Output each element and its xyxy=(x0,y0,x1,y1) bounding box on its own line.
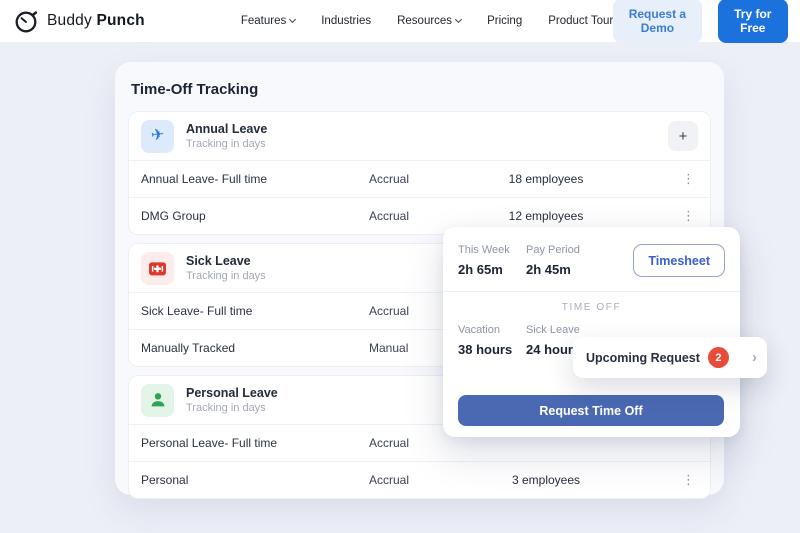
nav-label: Features xyxy=(240,15,287,27)
group-title: Annual Leave xyxy=(186,122,268,136)
hours-summary: This Week 2h 65m Pay Period 2h 45m Times… xyxy=(458,244,725,277)
table-row[interactable]: Manually Tracked Manual xyxy=(129,329,710,366)
airplane-icon: ✈ xyxy=(141,119,174,153)
leave-group-annual: ✈ Annual Leave Tracking in days + Annual… xyxy=(128,111,711,235)
first-aid-icon xyxy=(141,251,174,285)
nav-label: Pricing xyxy=(487,15,523,27)
nav-item-pricing[interactable]: Pricing xyxy=(487,15,522,27)
policy-employees: 18 employees xyxy=(508,172,584,186)
group-subtitle: Tracking in days xyxy=(186,402,266,414)
time-off-balances: Vacation 38 hours Sick Leave 24 hours xyxy=(458,324,725,357)
stat-label: This Week xyxy=(458,244,510,256)
add-policy-button[interactable]: + xyxy=(668,121,698,151)
notification-badge: 2 xyxy=(707,347,729,368)
main-nav: Features Industries Resources Pricing Pr… xyxy=(241,15,613,27)
request-time-off-button[interactable]: Request Time Off xyxy=(458,395,724,426)
group-header-personal: Personal Leave Tracking in days xyxy=(129,376,710,424)
group-header-annual: ✈ Annual Leave Tracking in days + xyxy=(129,112,710,160)
employee-widget-card: This Week 2h 65m Pay Period 2h 45m Times… xyxy=(443,227,767,437)
policy-name: Sick Leave- Full time xyxy=(141,304,253,318)
policy-name: Personal Leave- Full time xyxy=(141,436,278,450)
stat-this-week: This Week 2h 65m xyxy=(458,244,516,277)
stat-pay-period: Pay Period 2h 45m xyxy=(526,244,584,277)
policy-employees: 3 employees xyxy=(511,473,581,487)
try-for-free-button[interactable]: Try for Free xyxy=(717,0,788,43)
policy-name: DMG Group xyxy=(141,209,206,223)
upcoming-request-label: Upcoming Request xyxy=(586,350,700,365)
timesheet-button[interactable]: Timesheet xyxy=(633,244,725,277)
nav-label: Product Tour xyxy=(548,15,614,27)
chevron-right-icon: › xyxy=(752,349,757,366)
stat-value: 2h 45m xyxy=(526,262,571,277)
nav-label: Industries xyxy=(321,15,372,27)
kebab-menu-icon[interactable]: ⋮ xyxy=(682,472,695,487)
stopwatch-logo-icon xyxy=(14,8,40,34)
stat-value: 2h 65m xyxy=(458,262,503,277)
policy-type: Accrual xyxy=(369,473,410,487)
group-subtitle: Tracking in days xyxy=(186,138,266,150)
stat-value: 38 hours xyxy=(458,342,513,357)
stat-label: Sick Leave xyxy=(526,324,580,336)
site-header: Buddy Punch Features Industries Resource… xyxy=(0,0,800,43)
group-header-sick: Sick Leave Tracking in days xyxy=(129,244,710,292)
chevron-down-icon xyxy=(289,15,297,24)
table-row[interactable]: Personal Accrual 3 employees ⋮ xyxy=(129,461,710,498)
policy-name: Personal xyxy=(141,473,189,487)
policy-type: Accrual xyxy=(369,304,410,318)
nav-item-product-tour[interactable]: Product Tour xyxy=(548,15,613,27)
stat-vacation: Vacation 38 hours xyxy=(458,324,516,357)
table-row[interactable]: DMG Group Accrual 12 employees ⋮ xyxy=(129,197,710,234)
header-buttons: Request a Demo Try for Free xyxy=(613,0,790,43)
person-icon xyxy=(141,383,174,417)
stat-value: 24 hours xyxy=(526,342,581,357)
page-title: Time-Off Tracking xyxy=(131,81,259,98)
policy-employees: 12 employees xyxy=(508,209,584,223)
group-title: Sick Leave xyxy=(186,254,251,268)
stat-sick-leave: Sick Leave 24 hours xyxy=(526,324,584,357)
group-title: Personal Leave xyxy=(186,386,278,400)
group-subtitle: Tracking in days xyxy=(186,270,266,282)
policy-name: Manually Tracked xyxy=(141,341,236,355)
policy-type: Accrual xyxy=(369,209,410,223)
table-row[interactable]: Personal Leave- Full time Accrual xyxy=(129,424,710,461)
table-row[interactable]: Annual Leave- Full time Accrual 18 emplo… xyxy=(129,160,710,197)
upcoming-request-chip[interactable]: Upcoming Request 2 › xyxy=(573,337,767,378)
request-demo-button[interactable]: Request a Demo xyxy=(613,0,702,43)
policy-type: Accrual xyxy=(369,436,410,450)
buddy-punch-logo[interactable]: Buddy Punch xyxy=(14,8,145,34)
policy-name: Annual Leave- Full time xyxy=(141,172,268,186)
nav-item-features[interactable]: Features xyxy=(240,15,297,27)
table-row[interactable]: Sick Leave- Full time Accrual xyxy=(129,292,710,329)
stat-label: Vacation xyxy=(458,324,500,336)
nav-label: Resources xyxy=(397,15,453,27)
kebab-menu-icon[interactable]: ⋮ xyxy=(682,171,695,186)
nav-item-industries[interactable]: Industries xyxy=(321,15,371,27)
divider xyxy=(443,291,740,292)
time-off-section-label: TIME OFF xyxy=(561,302,622,313)
nav-item-resources[interactable]: Resources xyxy=(397,15,463,27)
stat-label: Pay Period xyxy=(526,244,580,256)
policy-type: Accrual xyxy=(369,172,410,186)
policy-type: Manual xyxy=(369,341,409,355)
kebab-menu-icon[interactable]: ⋮ xyxy=(682,208,695,223)
chevron-down-icon xyxy=(455,15,463,24)
logo-text: Buddy Punch xyxy=(47,12,145,29)
